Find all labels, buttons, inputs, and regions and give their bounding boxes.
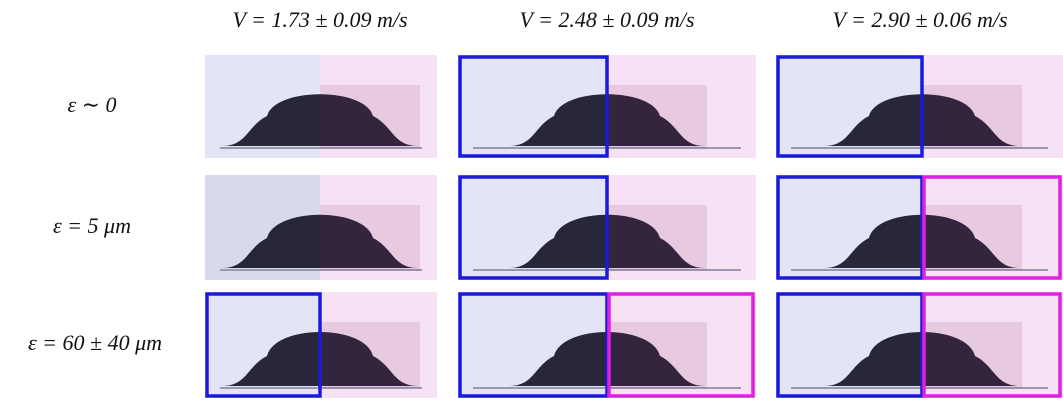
image-grid <box>205 55 1063 398</box>
row-label: ε = 60 ± 40 μm <box>28 330 162 355</box>
droplet-right-tint <box>320 205 420 270</box>
droplet-right-tint <box>320 85 420 148</box>
column-header: V = 2.48 ± 0.09 m/s <box>519 7 694 32</box>
droplet-right-tint <box>922 85 1022 148</box>
figure: V = 1.73 ± 0.09 m/s V = 2.48 ± 0.09 m/s … <box>0 0 1063 401</box>
droplet-right-tint <box>607 85 707 148</box>
droplet-right-tint <box>607 205 707 270</box>
row-label: ε = 5 μm <box>53 213 131 238</box>
droplet-right-tint <box>922 205 1022 270</box>
column-header: V = 1.73 ± 0.09 m/s <box>232 7 407 32</box>
droplet-right-tint <box>922 322 1022 388</box>
column-header: V = 2.90 ± 0.06 m/s <box>832 7 1007 32</box>
droplet-right-tint <box>607 322 707 388</box>
droplet-right-tint <box>320 322 420 388</box>
row-label: ε ∼ 0 <box>67 92 116 117</box>
